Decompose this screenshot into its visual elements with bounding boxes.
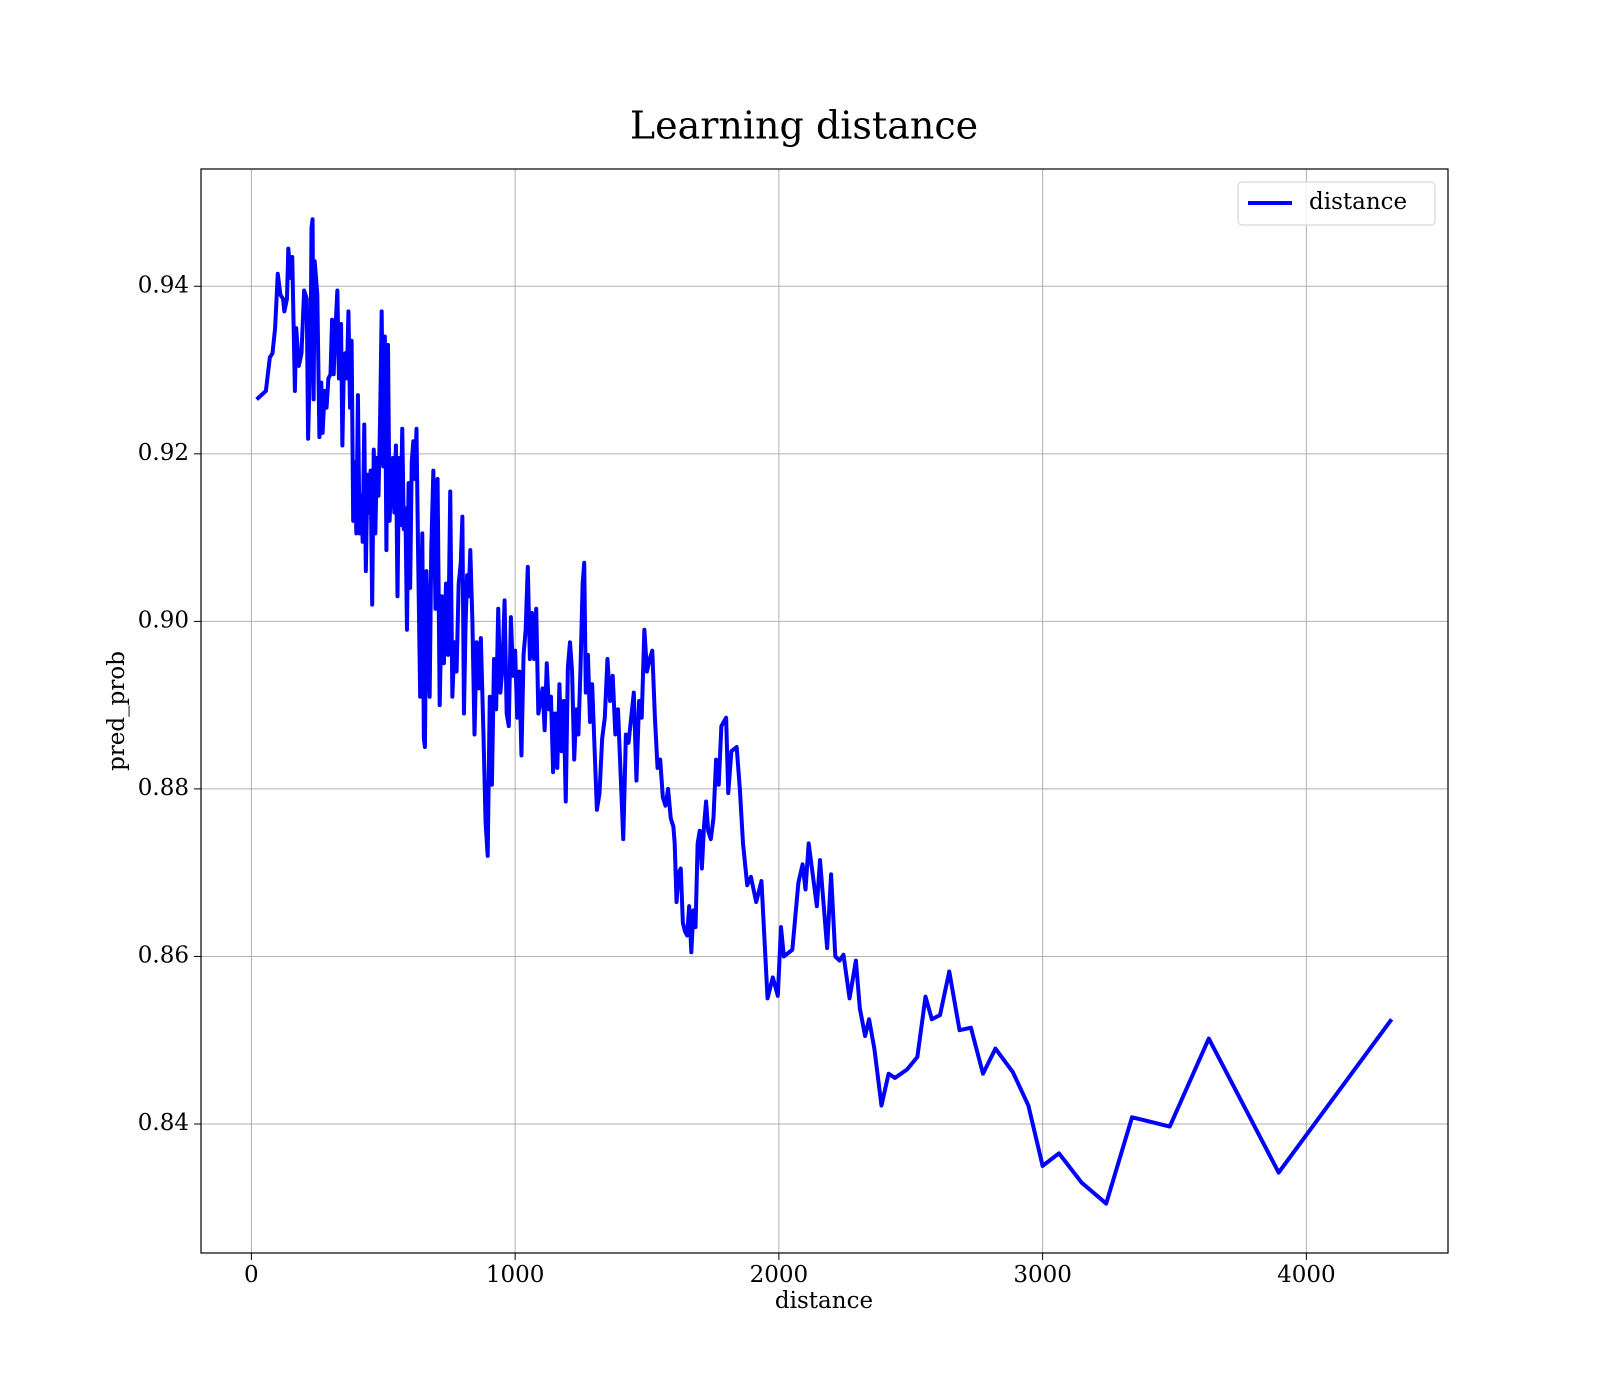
y-tick-label: 0.84 [138,1110,189,1136]
legend-box [1237,181,1436,226]
x-tick-label: 1000 [486,1262,545,1288]
y-tick-label: 0.94 [138,272,189,298]
x-axis-label: distance [775,1288,873,1314]
y-tick-label: 0.92 [138,440,189,466]
chart-title: Learning distance [630,104,978,148]
x-tick-label: 3000 [1013,1262,1072,1288]
x-tick-label: 2000 [750,1262,809,1288]
x-tick-label: 0 [244,1262,259,1288]
y-axis-label: pred_prob [104,651,130,771]
x-tick-label: 4000 [1277,1262,1336,1288]
plot-frame [200,168,1449,1254]
legend-label: distance [1309,189,1407,215]
y-tick-label: 0.90 [138,607,189,633]
data-line [255,217,1394,1206]
y-tick-label: 0.88 [138,775,189,801]
legend: distance [1237,181,1436,226]
y-tick-label: 0.86 [138,942,189,968]
